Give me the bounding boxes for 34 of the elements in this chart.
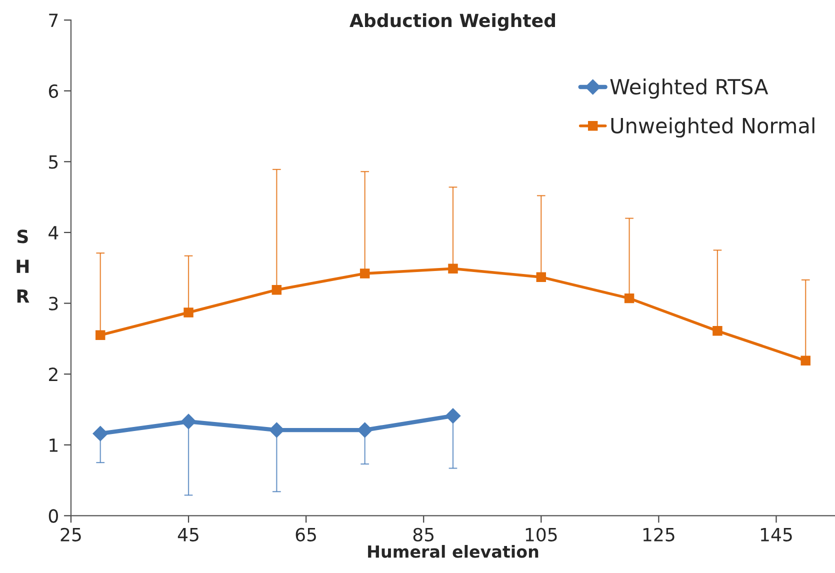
y-tick-label: 0 — [48, 509, 58, 523]
point — [184, 308, 194, 318]
x-tick-label: 85 — [413, 528, 434, 542]
y-tick-label: 5 — [49, 155, 58, 169]
point — [272, 284, 282, 295]
chart-title: Abduction Weighted — [350, 13, 555, 31]
point — [96, 330, 106, 340]
point — [624, 293, 634, 304]
point — [269, 422, 284, 438]
point — [180, 414, 196, 430]
point — [800, 356, 810, 366]
legend-label: Unweighted Normal — [611, 117, 814, 138]
y-tick-label: 2 — [49, 368, 58, 381]
legend-label: Weighted RTSA — [610, 78, 768, 99]
y-tick-label: 3 — [49, 296, 58, 310]
point — [92, 426, 108, 442]
y-tick-label: 7 — [49, 14, 58, 27]
y-axis-title: SHR — [16, 230, 30, 303]
x-tick-label: 125 — [643, 528, 674, 542]
point — [445, 408, 461, 424]
point — [448, 264, 458, 274]
x-axis-title: Humeral elevation — [368, 544, 538, 558]
point — [360, 268, 370, 278]
x-tick-label: 105 — [526, 528, 557, 542]
x-tick-label: 145 — [760, 528, 792, 542]
point — [712, 326, 722, 336]
point — [357, 422, 372, 438]
point — [536, 272, 546, 282]
x-tick-label: 45 — [178, 528, 198, 542]
x-tick-label: 25 — [60, 528, 81, 542]
x-tick-label: 65 — [296, 528, 316, 542]
y-tick-label: 4 — [48, 226, 58, 240]
y-tick-label: 1 — [50, 438, 58, 452]
y-tick-label: 6 — [48, 84, 58, 98]
